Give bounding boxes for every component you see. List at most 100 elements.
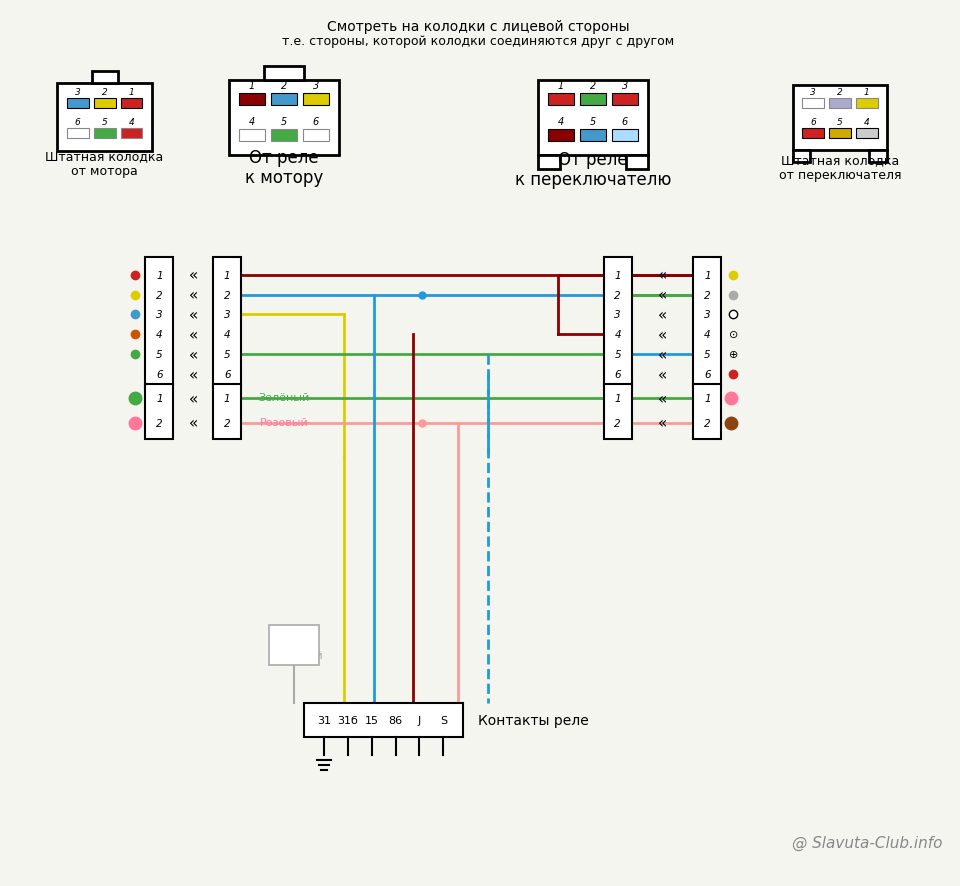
Bar bbox=[67, 99, 88, 109]
Text: 6: 6 bbox=[75, 118, 81, 127]
Bar bbox=[855, 99, 877, 109]
Bar bbox=[626, 155, 648, 169]
Bar bbox=[580, 130, 606, 142]
Text: 5: 5 bbox=[156, 350, 163, 360]
Text: 6: 6 bbox=[621, 117, 628, 127]
Text: «: « bbox=[189, 347, 198, 362]
Bar bbox=[612, 94, 637, 106]
Text: «: « bbox=[658, 268, 667, 283]
Bar bbox=[548, 130, 574, 142]
Text: 4: 4 bbox=[129, 118, 134, 127]
Bar bbox=[213, 385, 241, 439]
Text: 3: 3 bbox=[621, 82, 628, 91]
Text: 1: 1 bbox=[614, 270, 621, 280]
Text: «: « bbox=[658, 368, 667, 383]
Text: 1: 1 bbox=[224, 270, 230, 280]
Text: Серый: Серый bbox=[285, 650, 323, 660]
Bar bbox=[304, 703, 464, 737]
Text: 2: 2 bbox=[589, 82, 596, 91]
Text: 5: 5 bbox=[837, 118, 843, 127]
Text: «: « bbox=[189, 307, 198, 323]
Bar bbox=[693, 258, 721, 387]
Text: т.е. стороны, которой колодки соединяются друг с другом: т.е. стороны, которой колодки соединяютс… bbox=[282, 35, 674, 48]
Text: 2: 2 bbox=[281, 82, 287, 91]
Bar bbox=[538, 81, 648, 155]
Bar bbox=[538, 155, 560, 169]
Text: От реле
к переключателю: От реле к переключателю bbox=[515, 151, 671, 190]
Bar bbox=[213, 258, 241, 387]
Bar bbox=[94, 99, 115, 109]
Text: 3: 3 bbox=[810, 88, 816, 97]
Text: 1: 1 bbox=[249, 82, 255, 91]
Bar bbox=[94, 129, 115, 139]
Text: 4: 4 bbox=[156, 330, 163, 340]
Text: 1: 1 bbox=[704, 393, 710, 403]
Text: ⊕: ⊕ bbox=[729, 350, 738, 360]
Bar bbox=[793, 151, 810, 162]
Text: От реле
к мотору: От реле к мотору bbox=[245, 149, 324, 187]
Text: Контакты реле: Контакты реле bbox=[478, 713, 589, 727]
Bar bbox=[802, 129, 824, 139]
Text: 2: 2 bbox=[156, 418, 163, 428]
Text: Штатная колодка
от мотора: Штатная колодка от мотора bbox=[45, 150, 164, 178]
Text: 3: 3 bbox=[313, 82, 319, 91]
Bar bbox=[239, 94, 265, 106]
Text: 3: 3 bbox=[156, 310, 163, 320]
Bar bbox=[264, 66, 304, 81]
Bar bbox=[580, 94, 606, 106]
Text: «: « bbox=[189, 392, 198, 406]
Text: 2: 2 bbox=[224, 291, 230, 300]
Text: 1: 1 bbox=[558, 82, 564, 91]
Text: 5: 5 bbox=[614, 350, 621, 360]
Text: 1: 1 bbox=[864, 88, 870, 97]
Text: 5: 5 bbox=[102, 118, 108, 127]
Text: 3: 3 bbox=[75, 88, 81, 97]
Text: 4: 4 bbox=[614, 330, 621, 340]
Text: «: « bbox=[189, 368, 198, 383]
Bar bbox=[146, 385, 174, 439]
Text: 3: 3 bbox=[614, 310, 621, 320]
Text: 86: 86 bbox=[389, 715, 402, 725]
Text: 1: 1 bbox=[704, 270, 710, 280]
Bar bbox=[612, 130, 637, 142]
Bar bbox=[604, 385, 632, 439]
Text: Штатная колодка
от переключателя: Штатная колодка от переключателя bbox=[779, 154, 901, 182]
Text: 6: 6 bbox=[313, 117, 319, 127]
Text: «: « bbox=[658, 307, 667, 323]
Text: 5: 5 bbox=[224, 350, 230, 360]
Bar bbox=[271, 130, 297, 142]
Text: 1: 1 bbox=[224, 393, 230, 403]
Bar bbox=[67, 129, 88, 139]
Bar bbox=[121, 99, 142, 109]
Bar bbox=[269, 626, 319, 665]
Text: 6: 6 bbox=[156, 369, 163, 380]
Text: Зелёный: Зелёный bbox=[258, 392, 309, 403]
Text: ⊙: ⊙ bbox=[729, 330, 738, 340]
Text: 6: 6 bbox=[224, 369, 230, 380]
Text: J: J bbox=[418, 715, 421, 725]
Text: 1: 1 bbox=[156, 270, 163, 280]
Text: 2: 2 bbox=[614, 418, 621, 428]
Text: 31б: 31б bbox=[337, 715, 358, 725]
Text: 2: 2 bbox=[224, 418, 230, 428]
Text: S: S bbox=[440, 715, 447, 725]
Text: 4: 4 bbox=[249, 117, 255, 127]
Text: 1: 1 bbox=[614, 393, 621, 403]
Text: 4: 4 bbox=[864, 118, 870, 127]
Text: 3: 3 bbox=[704, 310, 710, 320]
Bar bbox=[802, 99, 824, 109]
Bar bbox=[271, 94, 297, 106]
Text: Розовый: Розовый bbox=[259, 417, 308, 428]
Text: «: « bbox=[658, 416, 667, 431]
Text: 6: 6 bbox=[704, 369, 710, 380]
Bar bbox=[828, 99, 851, 109]
Bar bbox=[693, 385, 721, 439]
Bar bbox=[604, 258, 632, 387]
Text: 3: 3 bbox=[224, 310, 230, 320]
Text: 15: 15 bbox=[365, 715, 378, 725]
Text: 2: 2 bbox=[156, 291, 163, 300]
Text: 1: 1 bbox=[129, 88, 134, 97]
Text: Смотреть на колодки с лицевой стороны: Смотреть на колодки с лицевой стороны bbox=[327, 19, 630, 34]
Text: «: « bbox=[189, 268, 198, 283]
Text: 5: 5 bbox=[704, 350, 710, 360]
